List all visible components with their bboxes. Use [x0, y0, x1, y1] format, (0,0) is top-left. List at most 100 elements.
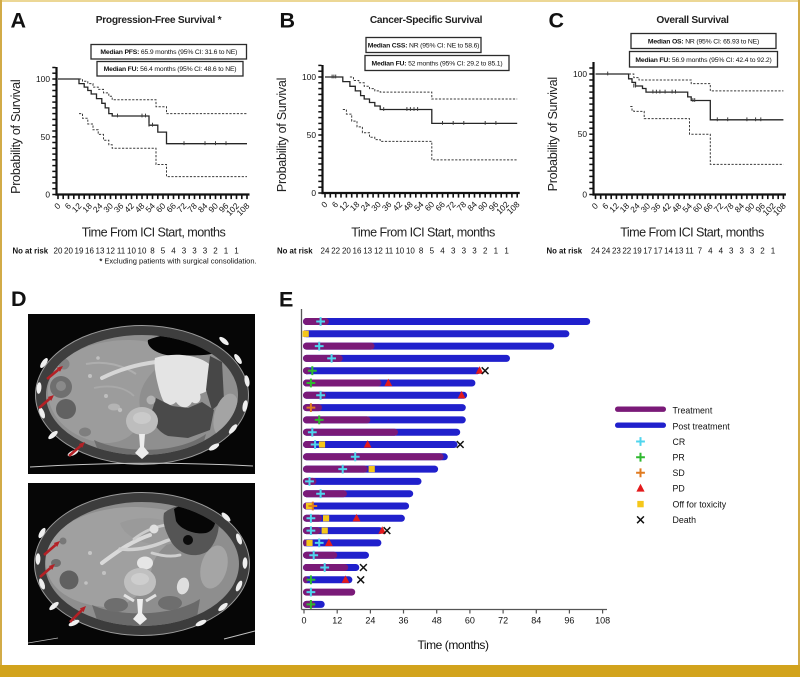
svg-text:Death: Death	[673, 515, 697, 525]
svg-text:11: 11	[117, 247, 126, 256]
svg-text:1: 1	[771, 247, 776, 256]
svg-text:Median FU: 56.9 months (95% CI: Median FU: 56.9 months (95% CI: 42.4 to …	[635, 57, 771, 64]
svg-text:* Excluding patients with surg: * Excluding patients with surgical conso…	[99, 257, 256, 266]
svg-text:Cancer-Specific Survival: Cancer-Specific Survival	[370, 15, 483, 26]
svg-text:22: 22	[331, 247, 340, 256]
svg-text:50: 50	[578, 129, 588, 139]
svg-text:0: 0	[45, 190, 50, 200]
svg-text:Median PFS: 65.9 months (95% C: Median PFS: 65.9 months (95% CI: 31.6 to…	[100, 49, 237, 56]
svg-text:16: 16	[353, 247, 362, 256]
svg-text:3: 3	[203, 247, 208, 256]
svg-text:50: 50	[307, 130, 317, 140]
svg-text:12: 12	[374, 247, 383, 256]
svg-text:3: 3	[739, 247, 744, 256]
svg-text:36: 36	[398, 616, 408, 626]
svg-text:2: 2	[760, 247, 765, 256]
svg-text:2: 2	[483, 247, 488, 256]
svg-text:PR: PR	[673, 453, 685, 463]
svg-text:100: 100	[36, 74, 50, 84]
svg-text:24: 24	[601, 247, 610, 256]
svg-text:17: 17	[654, 247, 663, 256]
svg-text:100: 100	[573, 69, 587, 79]
svg-text:Time (months): Time (months)	[417, 638, 489, 652]
svg-text:Progression-Free Survival *: Progression-Free Survival *	[96, 15, 222, 26]
svg-text:24: 24	[365, 616, 375, 626]
svg-text:16: 16	[85, 247, 94, 256]
svg-text:No at risk: No at risk	[13, 247, 49, 256]
svg-text:72: 72	[498, 616, 508, 626]
svg-text:14: 14	[664, 247, 673, 256]
svg-text:3: 3	[472, 247, 477, 256]
svg-text:3: 3	[462, 247, 467, 256]
svg-text:No at risk: No at risk	[547, 247, 583, 256]
svg-text:3: 3	[451, 247, 456, 256]
svg-text:0: 0	[319, 199, 330, 210]
svg-text:B: B	[280, 8, 296, 32]
svg-text:108: 108	[595, 616, 610, 626]
svg-text:20: 20	[54, 247, 63, 256]
svg-text:84: 84	[531, 616, 541, 626]
svg-text:8: 8	[150, 247, 155, 256]
svg-text:4: 4	[708, 247, 713, 256]
svg-text:C: C	[549, 8, 565, 32]
svg-text:Overall Survival: Overall Survival	[656, 15, 729, 26]
svg-text:2: 2	[213, 247, 218, 256]
svg-text:5: 5	[430, 247, 435, 256]
svg-text:0: 0	[582, 190, 587, 200]
svg-text:0: 0	[311, 188, 316, 198]
svg-text:10: 10	[395, 247, 404, 256]
svg-text:Off for toxicity: Off for toxicity	[673, 499, 727, 509]
svg-text:D: D	[11, 287, 27, 311]
svg-text:11: 11	[385, 247, 394, 256]
svg-text:11: 11	[685, 247, 694, 256]
svg-text:6: 6	[63, 201, 74, 212]
svg-text:0: 0	[590, 201, 601, 212]
svg-text:10: 10	[127, 247, 136, 256]
svg-text:Time From ICI Start, months: Time From ICI Start, months	[82, 226, 226, 240]
svg-text:0: 0	[301, 616, 306, 626]
svg-text:24: 24	[591, 247, 600, 256]
svg-text:4: 4	[440, 247, 445, 256]
svg-text:12: 12	[332, 616, 342, 626]
svg-text:CR: CR	[673, 437, 686, 447]
svg-text:Probability of Survival: Probability of Survival	[546, 77, 560, 191]
svg-text:E: E	[279, 288, 293, 312]
svg-text:4: 4	[171, 247, 176, 256]
svg-text:50: 50	[41, 132, 51, 142]
svg-text:A: A	[11, 9, 27, 33]
svg-text:3: 3	[750, 247, 755, 256]
svg-text:SD: SD	[673, 468, 685, 478]
svg-text:No at risk: No at risk	[277, 247, 313, 256]
svg-text:19: 19	[75, 247, 84, 256]
svg-text:3: 3	[192, 247, 197, 256]
svg-text:23: 23	[612, 247, 621, 256]
svg-text:24: 24	[321, 247, 330, 256]
svg-text:1: 1	[504, 247, 509, 256]
svg-text:Post treatment: Post treatment	[673, 422, 731, 432]
svg-text:6: 6	[600, 201, 611, 212]
svg-text:20: 20	[64, 247, 73, 256]
svg-text:12: 12	[106, 247, 115, 256]
svg-text:Time From ICI Start, months: Time From ICI Start, months	[351, 226, 495, 240]
svg-text:22: 22	[622, 247, 631, 256]
svg-text:20: 20	[342, 247, 351, 256]
svg-text:7: 7	[698, 247, 703, 256]
svg-text:Time From ICI Start, months: Time From ICI Start, months	[620, 226, 764, 240]
svg-text:Median FU: 56.4 months (95% CI: Median FU: 56.4 months (95% CI: 48.6 to …	[104, 66, 237, 73]
svg-text:60: 60	[465, 616, 475, 626]
svg-text:5: 5	[161, 247, 166, 256]
svg-text:1: 1	[494, 247, 499, 256]
svg-text:Median FU: 52 months (95% CI:: Median FU: 52 months (95% CI: 29.2 to 85…	[372, 61, 503, 68]
svg-text:1: 1	[224, 247, 229, 256]
svg-text:3: 3	[182, 247, 187, 256]
svg-text:Median CSS: NR (95% CI: NE to: Median CSS: NR (95% CI: NE to 58.6)	[368, 43, 480, 50]
svg-text:100: 100	[302, 72, 316, 82]
svg-text:10: 10	[138, 247, 147, 256]
svg-text:Probability of Survival: Probability of Survival	[275, 78, 289, 192]
svg-text:10: 10	[406, 247, 415, 256]
svg-text:13: 13	[96, 247, 105, 256]
svg-text:6: 6	[330, 199, 341, 210]
svg-text:3: 3	[729, 247, 734, 256]
svg-text:48: 48	[432, 616, 442, 626]
svg-text:19: 19	[633, 247, 642, 256]
